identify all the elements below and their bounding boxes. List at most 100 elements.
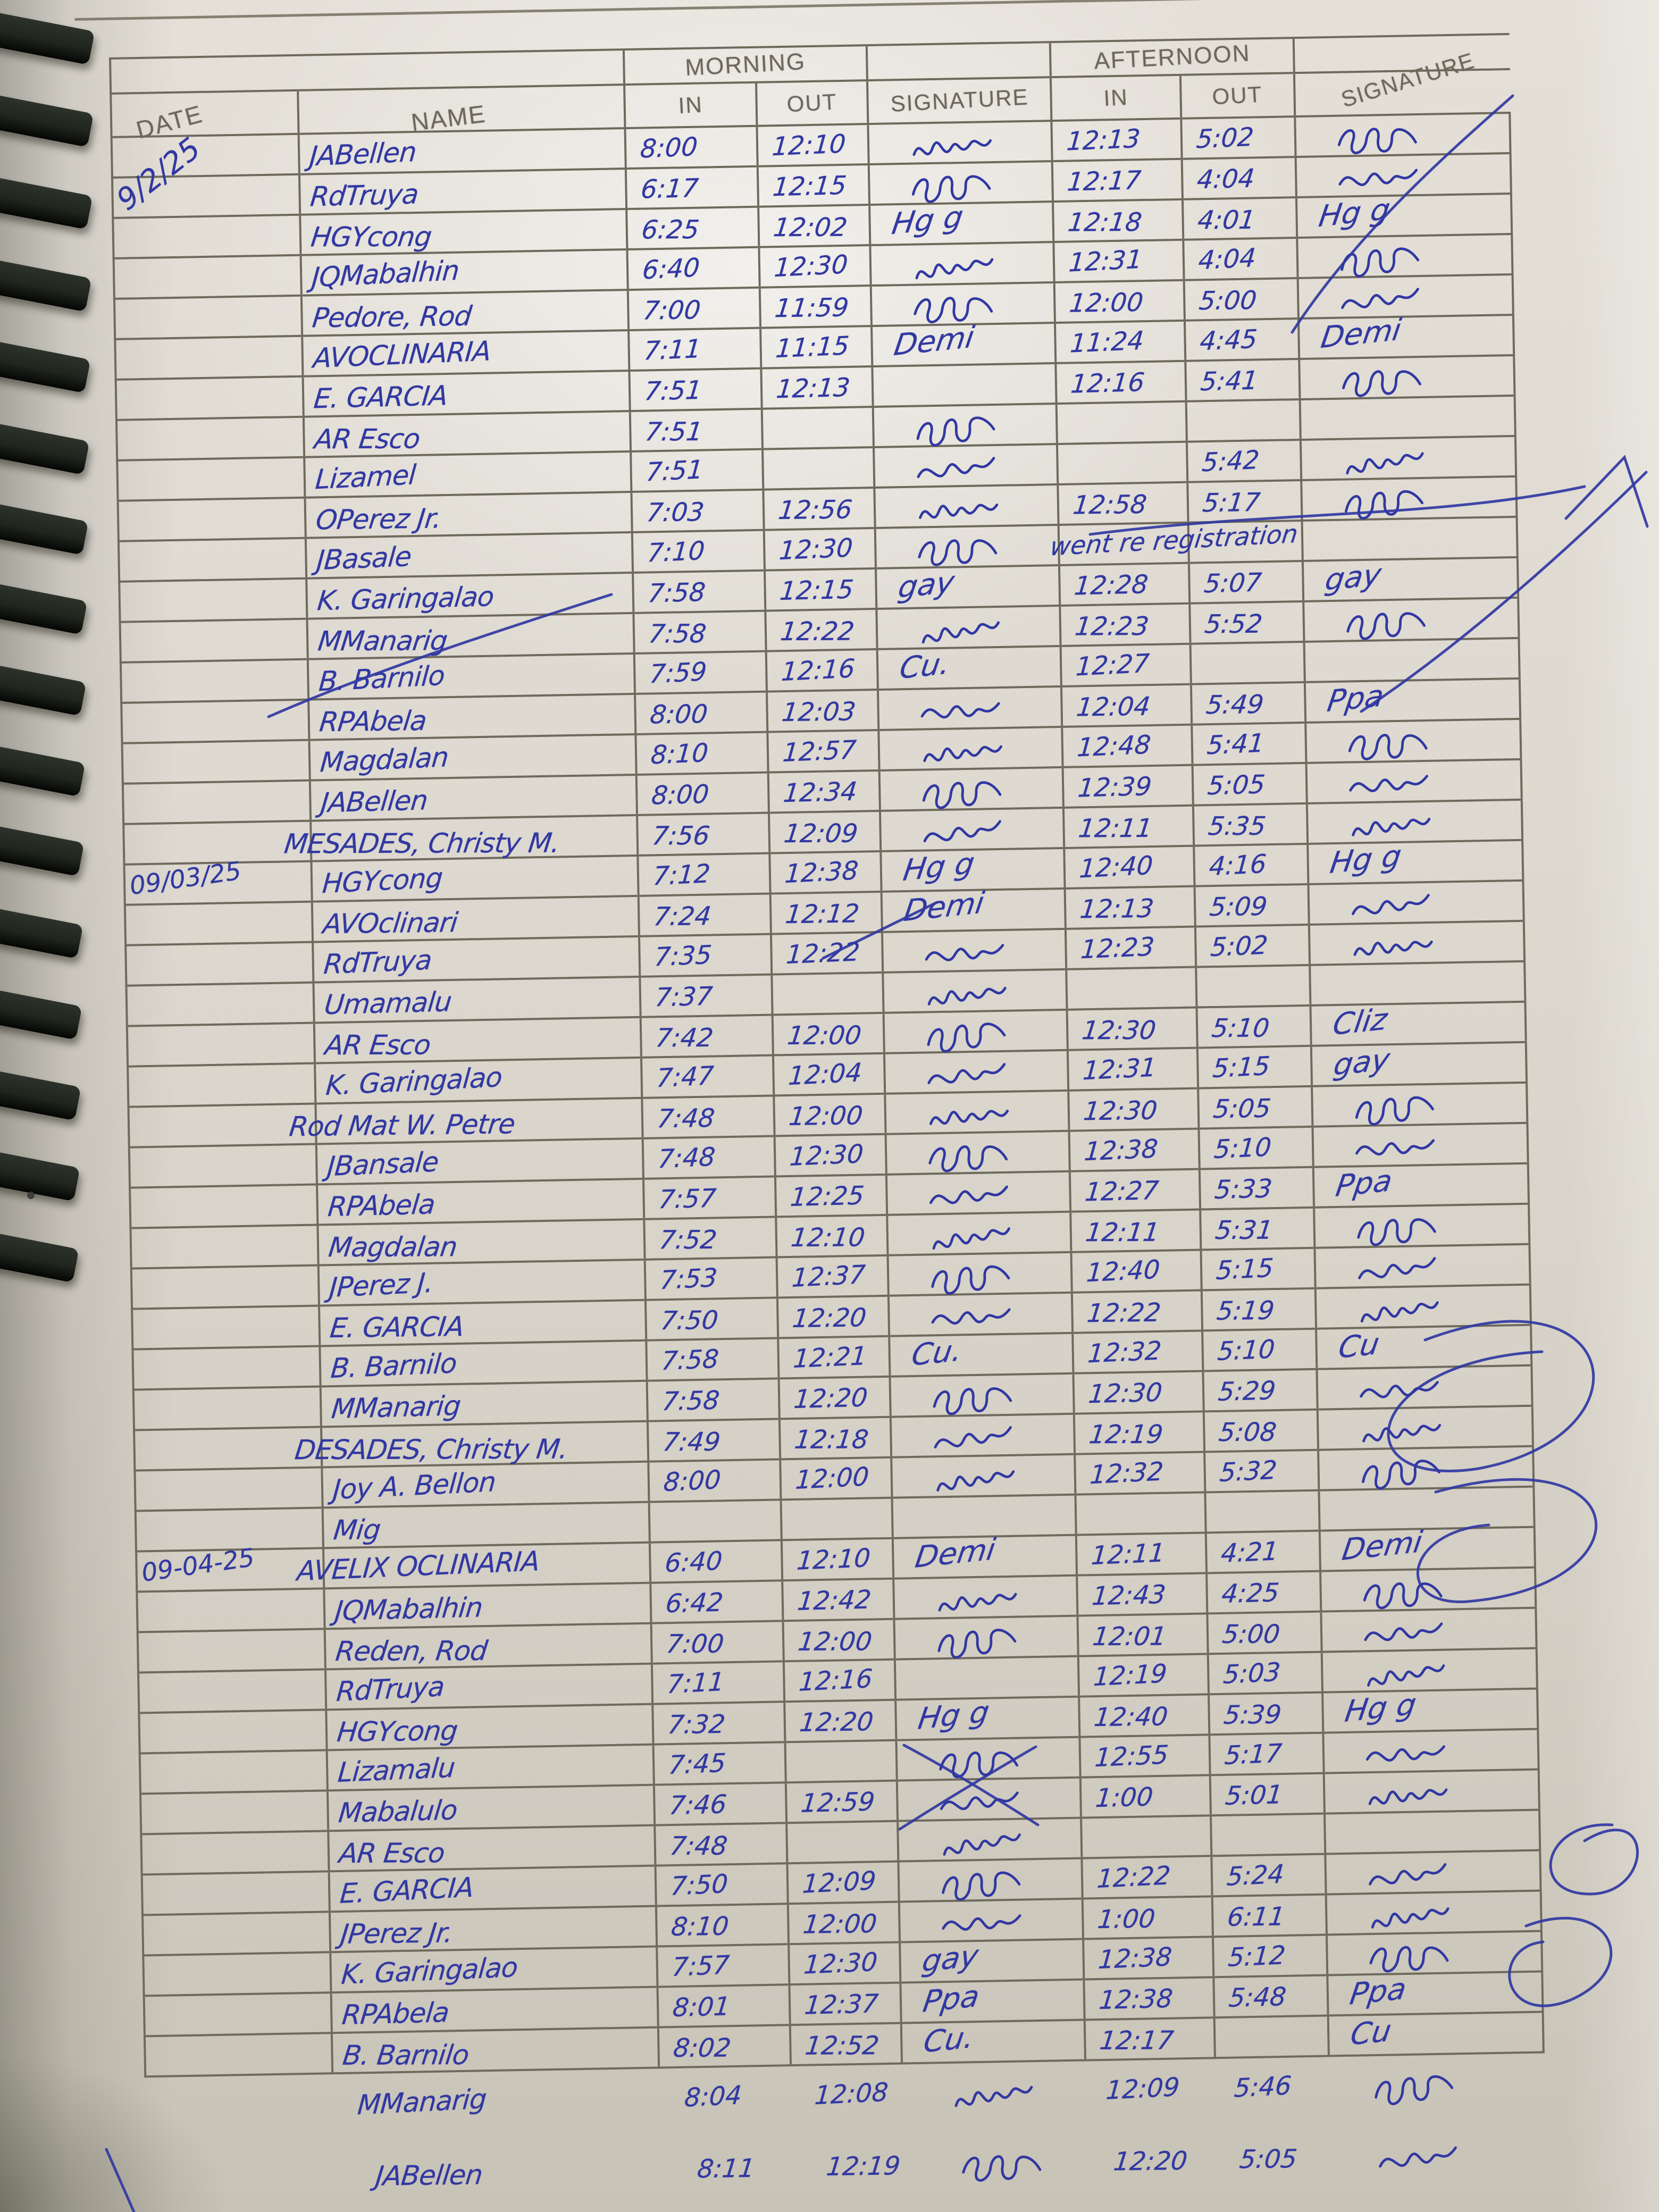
cell-a-sig: gay [1312, 1042, 1528, 1085]
time-value: 5:02 [1195, 122, 1255, 155]
time-value: 12:09 [1105, 2072, 1181, 2106]
cell-a-sig [1318, 1366, 1534, 1409]
cell-m-sig [876, 525, 1061, 567]
cell-a-in: 12:16 [1057, 362, 1187, 403]
signature-text: gay [895, 565, 957, 606]
cell-name: AVOclinari [313, 896, 640, 941]
time-value: 6:11 [1226, 1901, 1287, 1932]
cell-a-out: 4:04 [1183, 158, 1297, 198]
cell-a-out: 5:41 [1186, 359, 1301, 400]
signature-scribble [1345, 452, 1424, 475]
time-value: 12:30 [1087, 1377, 1164, 1410]
cell-a-out: 5:33 [1200, 1168, 1315, 1209]
cell-m-out: 12:21 [779, 1337, 891, 1378]
cell-a-sig [1316, 1245, 1531, 1287]
signature-scribble [942, 1871, 1021, 1901]
cell-a-in: 11:24 [1056, 321, 1187, 362]
cell-a-in: 12:20 [1100, 2140, 1227, 2203]
table-row: RdTruya 7:11 12:16 12:19 5:03 [137, 1649, 1538, 1714]
signature-text: Demi [901, 885, 986, 929]
cell-a-sig [1336, 2134, 1547, 2199]
cell-m-out: 12:38 [770, 852, 883, 893]
name-value: Magdalan [319, 742, 450, 779]
cell-m-out: 12:04 [774, 1054, 886, 1095]
cell-a-sig: Cliz [1311, 1002, 1527, 1045]
cell-a-sig: Ppa [1314, 1163, 1530, 1206]
time-value: 5:00 [1197, 285, 1259, 316]
cell-date [127, 943, 315, 985]
signature-text: Ppa [1333, 1163, 1395, 1204]
binding-coil [0, 583, 88, 635]
cell-m-out: 12:15 [758, 165, 870, 206]
time-value: 8:00 [648, 699, 709, 730]
signature-text: Hg g [889, 199, 966, 242]
table-row: JBasale 7:10 12:30 went re registration [117, 517, 1519, 583]
signature-scribble [1367, 1664, 1445, 1687]
cell-a-in: 12:27 [1061, 644, 1192, 685]
name-value: Rod Mat W. Petre [288, 1109, 517, 1143]
time-value: 7:53 [658, 1262, 718, 1296]
name-value: Magdalan [327, 1231, 459, 1264]
time-value: 12:56 [777, 495, 854, 526]
signature-scribble [914, 297, 993, 323]
header-morning-out: OUT [757, 81, 869, 125]
cell-m-sig [893, 1495, 1078, 1537]
cell-a-out: 4:45 [1185, 320, 1300, 360]
time-value: 7:59 [648, 657, 708, 690]
cell-m-sig [920, 2142, 1101, 2207]
cell-m-in: 7:48 [655, 1824, 789, 1865]
signature-scribble [1355, 1139, 1435, 1156]
cell-a-in: 12:18 [1054, 200, 1185, 241]
time-value: 7:00 [641, 295, 702, 326]
signature-scribble [936, 1470, 1015, 1492]
signature-scribble [1358, 1257, 1436, 1279]
time-value: 5:12 [1227, 1940, 1287, 1973]
signature-text: Cu. [921, 2020, 976, 2060]
cell-m-out: 12:00 [775, 1094, 887, 1135]
cell-name: JABellen [300, 129, 627, 173]
table-row: E. GARCIA 7:50 12:20 12:22 5:19 [131, 1285, 1532, 1351]
time-value: 5:10 [1216, 1334, 1276, 1367]
pen-stroke [105, 2148, 136, 2212]
cell-m-sig [883, 929, 1068, 971]
cell-a-in: 12:19 [1075, 1412, 1205, 1453]
signature-text: Cu. [897, 646, 952, 686]
cell-name: MManarig [308, 614, 635, 658]
time-value: 11:15 [774, 331, 851, 364]
cell-m-sig [894, 1576, 1079, 1618]
signature-scribble [1344, 490, 1423, 520]
cell-date [114, 215, 302, 257]
cell-a-sig [1312, 1083, 1529, 1126]
name-value: K. Garingalao [316, 581, 496, 617]
cell-a-in: 12:22 [1083, 1857, 1213, 1898]
binding-coil [0, 340, 91, 393]
cell-name: HGYcong [301, 210, 628, 254]
cell-a-sig [1297, 234, 1514, 278]
signature-scribble [916, 416, 995, 447]
cell-a-out: 5:00 [1208, 1612, 1323, 1653]
cell-m-in: 8:11 [683, 2147, 813, 2211]
cell-a-out: 5:31 [1201, 1208, 1316, 1249]
cell-m-out: 12:30 [790, 1943, 902, 1984]
cell-a-out: 4:01 [1183, 198, 1298, 239]
cell-date [136, 1468, 324, 1510]
cell-m-in: 7:24 [639, 894, 773, 935]
name-value: JPerez J. [328, 1267, 434, 1304]
signature-scribble [918, 539, 998, 566]
cell-date [128, 1024, 316, 1066]
time-value: 12:22 [778, 616, 856, 647]
signature-scribble [915, 258, 994, 280]
cell-a-in: 12:38 [1085, 1978, 1216, 2019]
cell-a-out: 5:03 [1209, 1653, 1323, 1694]
cell-m-out: 12:09 [770, 811, 882, 852]
cell-m-out: 12:57 [768, 731, 881, 772]
cell-date [123, 741, 312, 783]
cell-name: E. GARCIA [304, 371, 631, 416]
cell-date [130, 1145, 319, 1187]
cell-date [132, 1266, 321, 1308]
cell-a-in: 12:40 [1072, 1251, 1203, 1292]
time-value: 12:08 [814, 2077, 890, 2111]
cell-m-sig [895, 1616, 1080, 1659]
name-value: HGYcong [336, 1715, 459, 1749]
cell-m-out: 12:08 [801, 2074, 911, 2138]
